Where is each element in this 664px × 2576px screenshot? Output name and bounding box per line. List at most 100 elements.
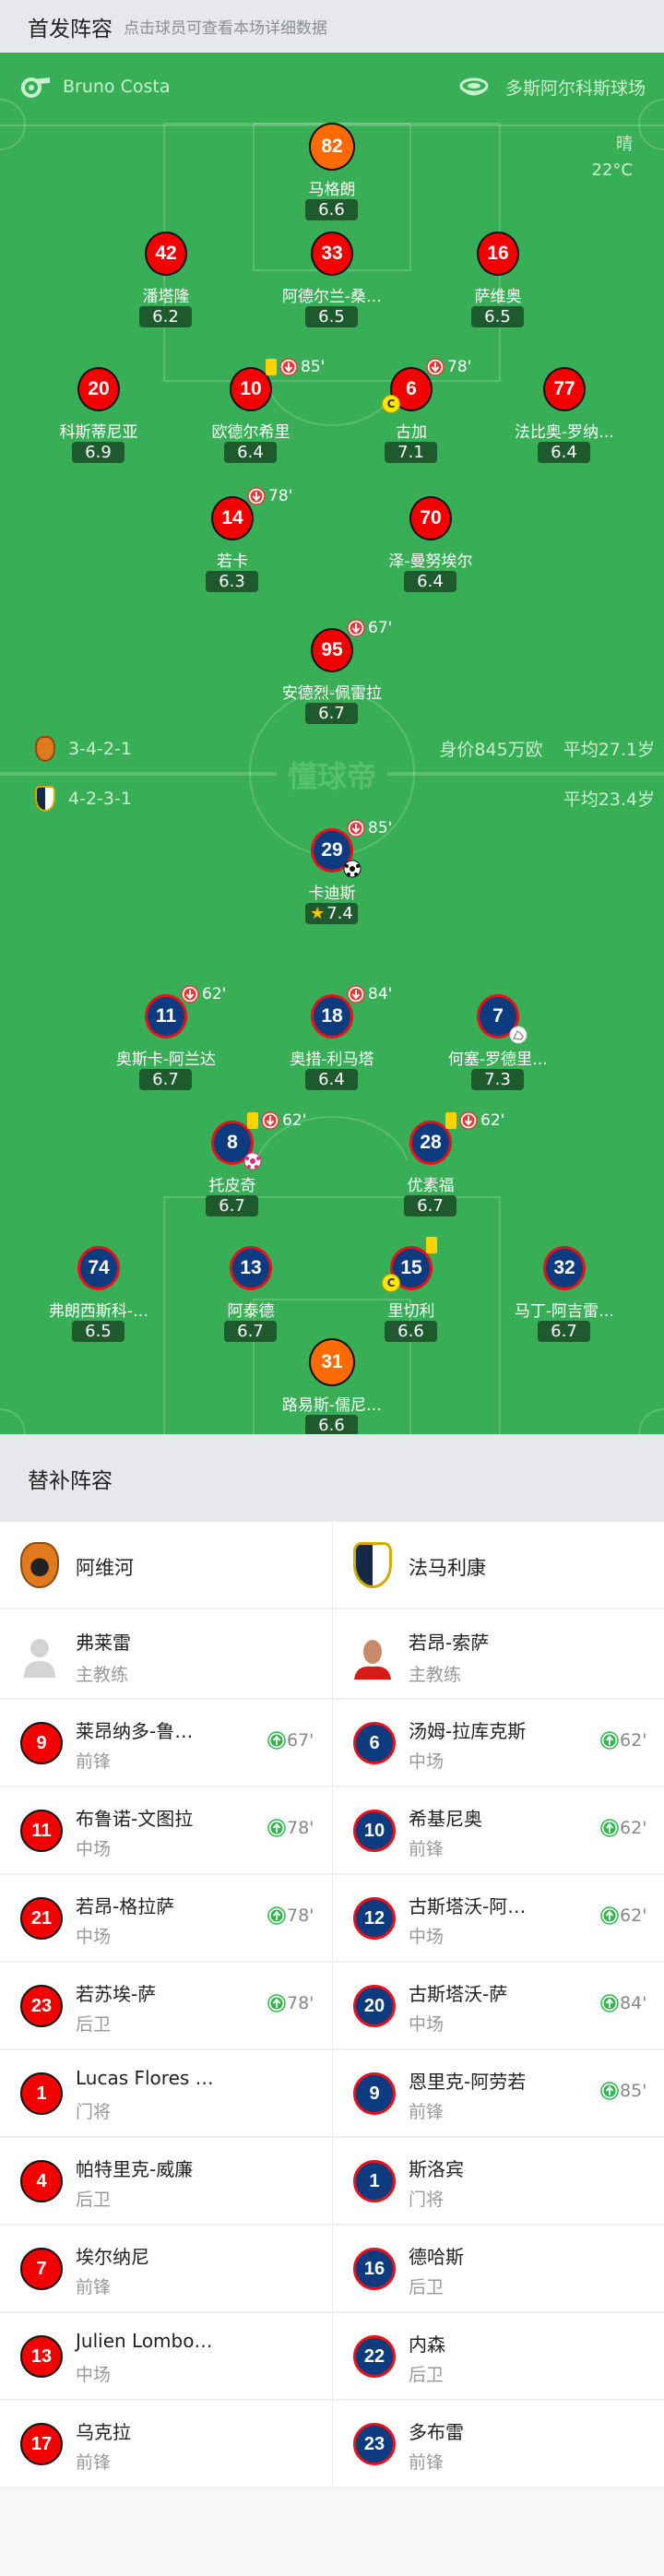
player-name: Lucas Flores … xyxy=(76,2067,214,2089)
away-stats: 平均23.4岁 xyxy=(563,786,655,811)
coach-role: 主教练 xyxy=(76,1665,129,1685)
player-name: 何塞-罗德里… xyxy=(447,1051,549,1069)
sub-in-minute: 78' xyxy=(287,1818,314,1838)
away-sub-player[interactable]: 1 斯洛宾 门将 xyxy=(332,2138,664,2224)
player-rating: 6.3 xyxy=(206,571,258,592)
jersey-number: 4 xyxy=(20,2160,63,2202)
home-sub-player[interactable]: 1 Lucas Flores … 门将 xyxy=(0,2050,332,2136)
yellow-card-icon xyxy=(247,1112,258,1129)
player-position: 中场 xyxy=(76,1927,112,1947)
player-rating: 6.5 xyxy=(305,306,358,327)
home-team[interactable]: 阿维河 xyxy=(0,1522,332,1608)
sub-out-icon xyxy=(347,985,365,1003)
player-name: 奥斯卡-阿兰达 xyxy=(115,1051,217,1069)
player-rating: 6.4 xyxy=(404,571,456,592)
jersey-number: 32 xyxy=(543,1246,586,1290)
home-sub-player[interactable]: 21 若昂-格拉萨 中场 78' xyxy=(0,1875,332,1961)
home-coach[interactable]: 弗莱雷 主教练 xyxy=(0,1609,332,1698)
sub-row: 9 莱昂纳多-鲁… 前锋 67' 6 汤姆-拉库克斯 中场 62' xyxy=(0,1700,664,1787)
sub-in-icon xyxy=(600,1994,619,2012)
jersey-number: 18 xyxy=(311,994,353,1039)
away-sub-player[interactable]: 20 古斯塔沃-萨 中场 84' xyxy=(332,1963,664,2048)
player-name: 阿泰德 xyxy=(227,1302,275,1321)
player-rating: 6.7 xyxy=(538,1321,590,1342)
rating-value: 6.4 xyxy=(551,443,577,462)
player-rating: 7.3 xyxy=(471,1069,524,1090)
sub-in-icon xyxy=(600,1906,619,1925)
player-name: 萨维奥 xyxy=(474,288,522,306)
player-name: 泽-曼努埃尔 xyxy=(388,552,473,571)
away-sub-player[interactable]: 6 汤姆-拉库克斯 中场 62' xyxy=(332,1700,664,1786)
jersey-number: 23 xyxy=(20,1985,63,2027)
player-events xyxy=(426,1237,437,1253)
jersey-number: 17 xyxy=(20,2423,63,2465)
away-sub-player[interactable]: 12 古斯塔沃-阿… 中场 62' xyxy=(332,1875,664,1961)
jersey-number: 42 xyxy=(145,231,187,276)
sub-in: 85' xyxy=(600,2081,646,2101)
weather: 晴 22°C xyxy=(592,132,633,184)
rating-value: 6.6 xyxy=(318,1416,345,1434)
weather-condition: 晴 xyxy=(616,135,633,154)
player-rating: 6.9 xyxy=(72,442,125,463)
sub-out-icon xyxy=(247,487,266,505)
player-name: 布鲁诺-文图拉 xyxy=(76,1808,194,1830)
jersey-number: 13 xyxy=(230,1246,272,1290)
player-rating: 6.4 xyxy=(538,442,590,463)
player-events: 78' xyxy=(247,487,292,505)
sub-in-icon xyxy=(600,1731,619,1750)
jersey-number: 15 xyxy=(390,1246,433,1290)
rating-value: 7.1 xyxy=(397,443,424,462)
sub-in-minute: 84' xyxy=(620,1993,647,2013)
away-sub-player[interactable]: 22 内森 后卫 xyxy=(332,2313,664,2399)
jersey-number: 9 xyxy=(353,2072,396,2115)
player-position: 前锋 xyxy=(76,2452,112,2473)
away-sub-player[interactable]: 16 德哈斯 后卫 xyxy=(332,2226,664,2311)
home-sub-player[interactable]: 7 埃尔纳尼 前锋 xyxy=(0,2226,332,2311)
away-sub-player[interactable]: 9 恩里克-阿劳若 前锋 85' xyxy=(332,2050,664,2136)
home-sub-player[interactable]: 4 帕特里克-威廉 后卫 xyxy=(0,2138,332,2224)
away-team-logo xyxy=(35,786,55,812)
sub-row: 4 帕特里克-威廉 后卫 1 斯洛宾 门将 xyxy=(0,2138,664,2226)
player-name: 乌克拉 xyxy=(76,2421,131,2443)
away-sub-player[interactable]: 23 多布雷 前锋 xyxy=(332,2401,664,2487)
sub-out-minute: 62' xyxy=(282,1111,307,1130)
player-name: 弗朗西斯科-… xyxy=(48,1302,149,1321)
player-name: 古加 xyxy=(396,423,427,442)
player-name: 潘塔隆 xyxy=(142,288,190,306)
sub-in-icon xyxy=(267,1819,286,1837)
player-name: 路易斯-儒尼… xyxy=(281,1396,383,1415)
player-name: 古斯塔沃-萨 xyxy=(409,1983,508,2005)
sub-out-minute: 78' xyxy=(268,487,293,505)
jersey-number: 21 xyxy=(20,1897,63,1940)
sub-in: 78' xyxy=(267,1818,314,1838)
assist-boot-icon xyxy=(509,1026,528,1044)
rating-value: 6.6 xyxy=(397,1322,424,1341)
player-rating: 6.5 xyxy=(471,306,524,327)
home-formation: 3-4-2-1 xyxy=(35,736,132,762)
sub-out-minute: 85' xyxy=(368,819,393,837)
home-sub-player[interactable]: 13 Julien Lombo… 中场 xyxy=(0,2313,332,2399)
sub-in: 78' xyxy=(267,1905,314,1926)
away-coach[interactable]: 若昂-索萨 主教练 xyxy=(332,1609,664,1698)
home-sub-player[interactable]: 9 莱昂纳多-鲁… 前锋 67' xyxy=(0,1700,332,1786)
home-sub-player[interactable]: 17 乌克拉前锋 xyxy=(0,2401,332,2487)
sub-in: 62' xyxy=(600,1905,646,1926)
player-rating: 6.5 xyxy=(72,1321,125,1342)
away-team[interactable]: 法马利康 xyxy=(332,1522,664,1608)
sub-row: 1 Lucas Flores … 门将 9 恩里克-阿劳若 前锋 85' xyxy=(0,2050,664,2138)
player-name: 古斯塔沃-阿… xyxy=(409,1895,527,1917)
jersey-number: 95 xyxy=(311,628,353,672)
away-sub-player[interactable]: 10 希基尼奥 前锋 62' xyxy=(332,1787,664,1873)
player-name: 法比奥-罗纳… xyxy=(514,423,615,442)
player-name: 奥措-利马塔 xyxy=(290,1051,374,1069)
rating-value: 6.5 xyxy=(318,307,345,326)
player-name: 托皮奇 xyxy=(208,1177,256,1195)
home-sub-player[interactable]: 11 布鲁诺-文图拉 中场 78' xyxy=(0,1787,332,1873)
player-position: 前锋 xyxy=(76,1751,112,1772)
watermark: 懂球帝 xyxy=(277,754,387,796)
sub-out-minute: 85' xyxy=(301,358,326,376)
jersey-number: 28 xyxy=(409,1121,452,1165)
sub-in-minute: 78' xyxy=(287,1993,314,2013)
home-sub-player[interactable]: 23 若苏埃-萨 后卫 78' xyxy=(0,1963,332,2048)
jersey-number: 6 xyxy=(353,1722,396,1764)
